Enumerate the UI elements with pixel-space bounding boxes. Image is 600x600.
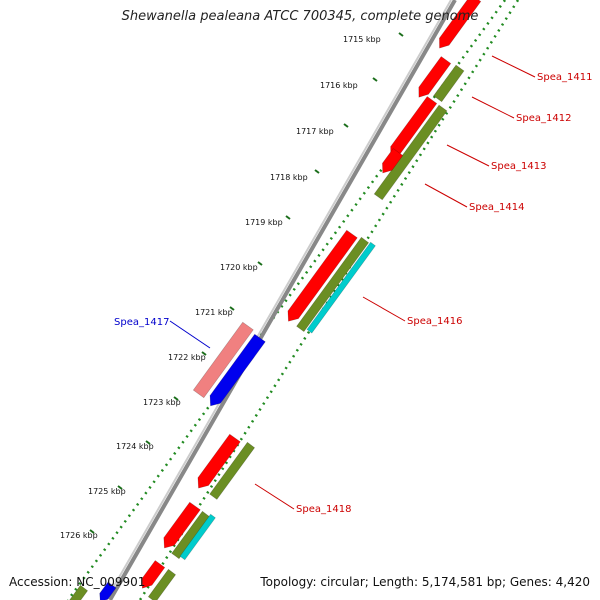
cds-olive xyxy=(296,236,370,333)
tick-mark xyxy=(343,123,349,128)
cds-forward xyxy=(163,501,201,549)
tick-label: 1724 kbp xyxy=(116,442,154,451)
leader-line xyxy=(169,320,211,349)
cds-reverse xyxy=(209,333,266,407)
cds-cyan xyxy=(179,513,216,561)
gene-label: Spea_1417 xyxy=(114,317,169,328)
tick-mark xyxy=(201,351,207,356)
cds-forward xyxy=(287,229,358,322)
leader-line xyxy=(254,483,295,510)
genome-backbone-shadow xyxy=(105,0,452,600)
tick-label: 1717 kbp xyxy=(296,127,334,136)
cds-olive xyxy=(69,584,89,600)
tick-label: 1722 kbp xyxy=(168,353,206,362)
accession-text: Accession: NC_009901 xyxy=(9,575,146,589)
cds-forward xyxy=(197,433,241,489)
tick-mark xyxy=(117,485,123,490)
tick-mark xyxy=(89,529,95,534)
leader-line xyxy=(471,96,515,119)
leader-line xyxy=(424,183,468,208)
leader-line xyxy=(491,55,536,78)
tick-mark xyxy=(145,440,151,445)
gene-features xyxy=(69,0,482,600)
tick-mark xyxy=(372,77,378,82)
cds-cyan xyxy=(306,241,376,334)
cds-reverse xyxy=(99,581,117,600)
tick-mark xyxy=(173,396,179,401)
tick-label: 1726 kbp xyxy=(60,531,98,540)
cds-olive xyxy=(209,441,256,500)
gene-label: Spea_1418 xyxy=(296,504,351,515)
tick-mark xyxy=(314,169,320,174)
tick-label: 1721 kbp xyxy=(195,308,233,317)
cds-forward xyxy=(382,148,404,174)
label-leader-lines: Spea_1411 Spea_1412 Spea_1413 Spea_1414 Spea… xyxy=(114,55,592,515)
topology-text: Topology: circular; Length: 5,174,581 bp… xyxy=(260,575,590,589)
tick-label: 1723 kbp xyxy=(143,398,181,407)
cds-highlight xyxy=(192,321,254,399)
tick-label: 1720 kbp xyxy=(220,263,258,272)
cds-forward xyxy=(439,0,482,49)
cds-forward xyxy=(418,56,452,98)
tick-mark xyxy=(398,32,404,37)
tick-label: 1725 kbp xyxy=(88,487,126,496)
genome-backbone xyxy=(108,0,457,600)
gene-label: Spea_1414 xyxy=(469,202,524,213)
cds-forward xyxy=(141,560,166,589)
cds-olive xyxy=(373,104,448,201)
tick-label: 1719 kbp xyxy=(245,218,283,227)
gene-label: Spea_1413 xyxy=(491,161,546,172)
tick-label: 1715 kbp xyxy=(343,35,381,44)
leader-line xyxy=(446,144,490,167)
tick-label: 1718 kbp xyxy=(270,173,308,182)
cds-olive xyxy=(171,510,211,560)
inner-dotted-track xyxy=(66,0,507,600)
gene-label: Spea_1416 xyxy=(407,316,462,327)
gene-label: Spea_1412 xyxy=(516,113,571,124)
tick-mark xyxy=(257,261,263,266)
tick-label: 1716 kbp xyxy=(320,81,358,90)
cds-olive xyxy=(147,568,177,600)
tick-mark xyxy=(229,306,235,311)
genome-title: Shewanella pealeana ATCC 700345, complet… xyxy=(121,9,479,24)
tick-mark xyxy=(285,215,291,220)
leader-line xyxy=(362,296,406,322)
tick-marks: 1715 kbp 1716 kbp 1717 kbp 1718 kbp 1719 kbp… xyxy=(60,32,404,540)
cds-olive xyxy=(433,64,465,103)
gene-label: Spea_1411 xyxy=(537,72,592,83)
